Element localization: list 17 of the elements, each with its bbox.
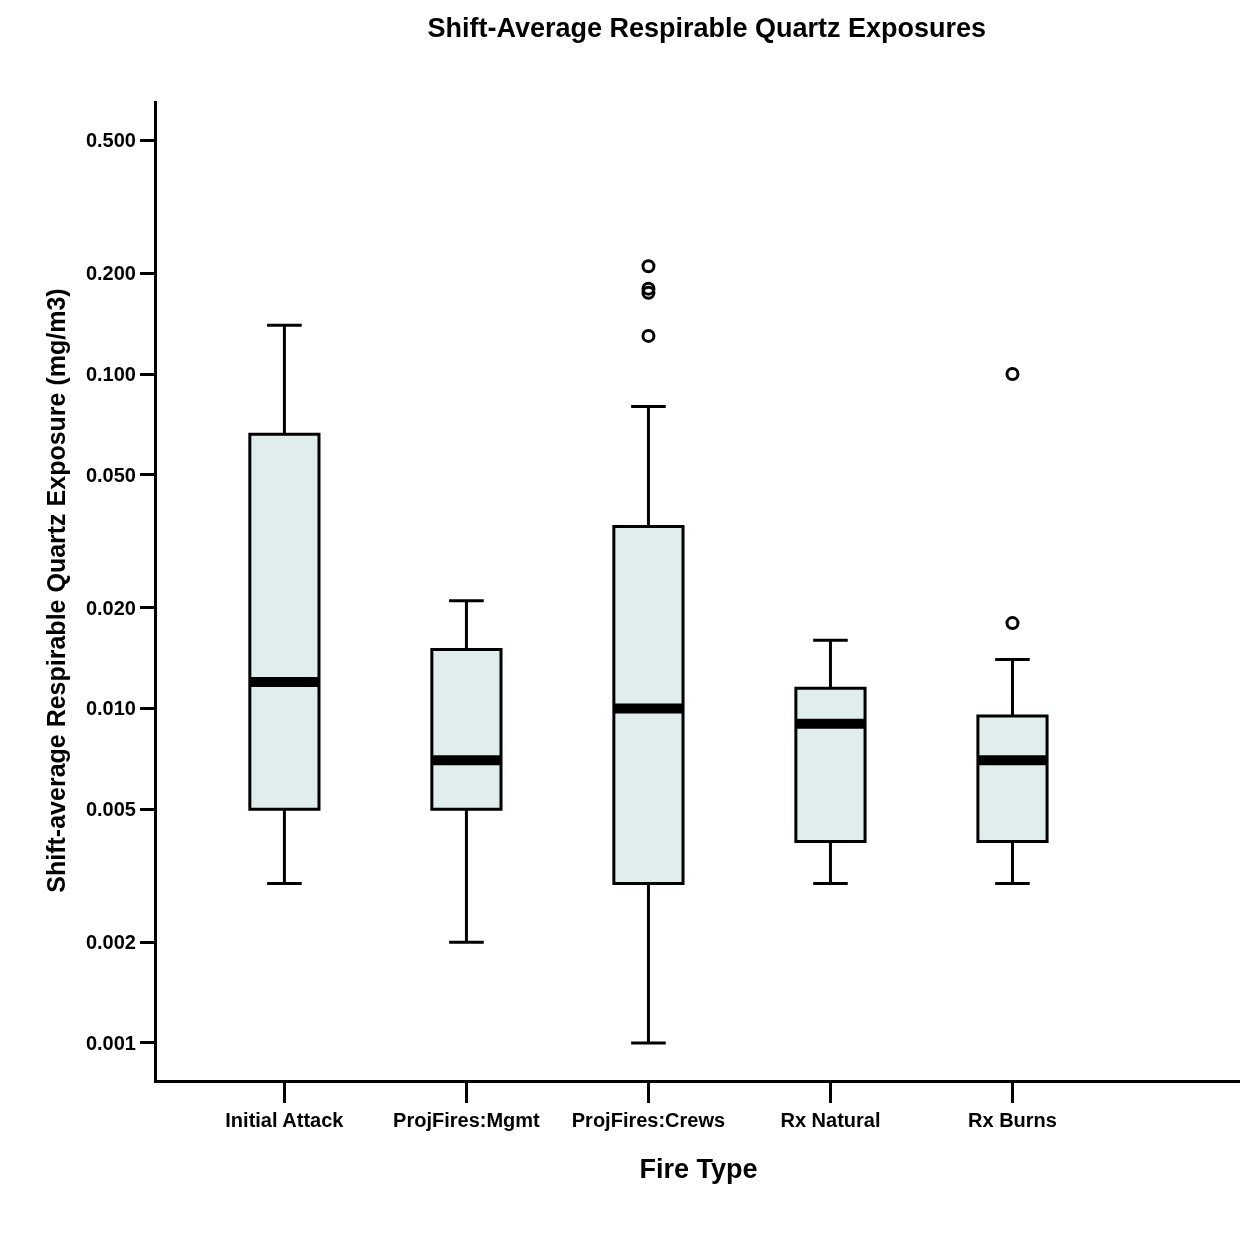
x-tick-label: ProjFires:Mgmt	[393, 1109, 541, 1131]
y-axis-title: Shift-average Respirable Quartz Exposure (mg/m3)	[41, 288, 70, 893]
x-tick-label: Rx Natural	[780, 1109, 881, 1131]
chart-title: Shift-Average Respirable Quartz Exposures	[427, 13, 987, 44]
y-tick-label: 0.050	[85, 463, 136, 486]
y-tick-label: 0.500	[85, 129, 136, 152]
x-tick-label: Rx Burns	[968, 1109, 1057, 1131]
x-tick-label: Initial Attack	[225, 1109, 345, 1131]
y-tick-label: 0.020	[85, 596, 136, 619]
y-tick-label: 0.001	[85, 1031, 136, 1054]
y-tick-label: 0.002	[85, 931, 136, 954]
x-tick-label: ProjFires:Crews	[571, 1109, 726, 1131]
x-axis-title: Fire Type	[639, 1154, 758, 1185]
y-tick-label: 0.010	[85, 697, 136, 720]
y-tick-label: 0.200	[85, 262, 136, 285]
y-tick-label: 0.100	[85, 363, 136, 386]
y-tick-label: 0.005	[85, 798, 136, 821]
